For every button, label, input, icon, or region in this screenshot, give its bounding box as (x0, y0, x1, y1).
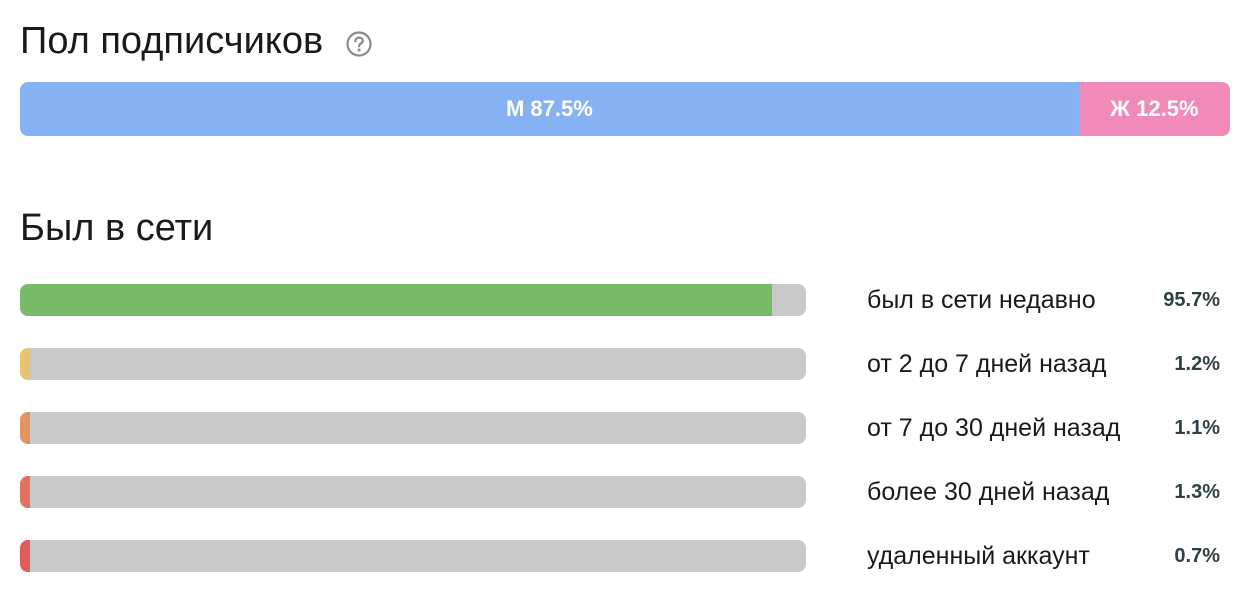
bar-track (20, 540, 806, 572)
online-row-deleted: 0.7% удаленный аккаунт (20, 540, 1240, 572)
pct-label-deleted: 0.7% (1174, 544, 1220, 567)
row-label-over-30-days: более 30 дней назад (867, 477, 1110, 506)
gender-title-text: Пол подписчиков (20, 20, 324, 62)
online-row-over-30-days: 1.3% более 30 дней назад (20, 476, 1240, 508)
online-row-2-7-days: 1.2% от 2 до 7 дней назад (20, 348, 1240, 380)
bar-track (20, 348, 806, 380)
pct-label-2-7-days: 1.2% (1174, 352, 1220, 375)
pct-label-over-30-days: 1.3% (1174, 480, 1220, 503)
online-row-7-30-days: 1.1% от 7 до 30 дней назад (20, 412, 1240, 444)
row-label-7-30-days: от 7 до 30 дней назад (867, 413, 1121, 442)
gender-segment-male: М 87.5% (20, 82, 1079, 136)
bar-fill-2-7-days (20, 348, 30, 380)
gender-bar: М 87.5% Ж 12.5% (20, 82, 1230, 136)
gender-segment-female: Ж 12.5% (1078, 82, 1230, 136)
bar-fill-recent (20, 284, 773, 316)
pct-label-7-30-days: 1.1% (1174, 416, 1220, 439)
row-label-2-7-days: от 2 до 7 дней назад (867, 349, 1107, 378)
online-row-recent: 95.7% был в сети недавно (20, 284, 1240, 316)
bar-fill-deleted (20, 540, 30, 572)
bar-track (20, 476, 806, 508)
gender-female-label: Ж 12.5% (1110, 96, 1199, 121)
pct-label-recent: 95.7% (1163, 288, 1220, 311)
question-circle-icon[interactable] (345, 27, 373, 57)
row-label-recent: был в сети недавно (867, 285, 1096, 314)
row-label-deleted: удаленный аккаунт (867, 541, 1090, 570)
bar-track (20, 284, 806, 316)
gender-male-label: М 87.5% (505, 96, 593, 121)
gender-section-title: Пол подписчиков (20, 22, 373, 60)
bar-fill-7-30-days (20, 412, 30, 444)
bar-track (20, 412, 806, 444)
online-section-title: Был в сети (20, 207, 214, 249)
bar-fill-over-30-days (20, 476, 31, 508)
